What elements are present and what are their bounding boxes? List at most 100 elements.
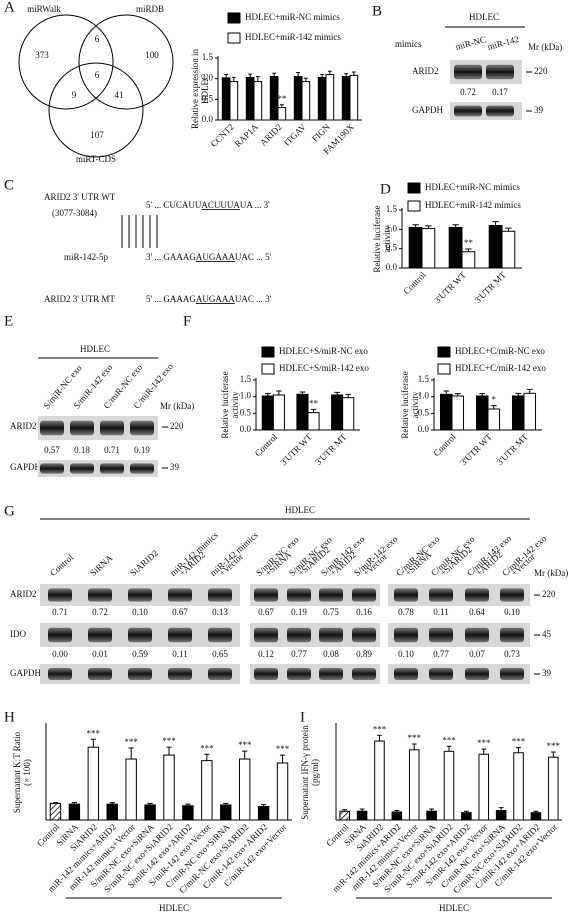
error-bar bbox=[320, 74, 325, 78]
y-axis-label: Relative expression in bbox=[190, 49, 200, 129]
error-bar bbox=[147, 802, 153, 805]
significance: *** bbox=[276, 744, 290, 754]
bar bbox=[257, 806, 270, 821]
x-tick-label: Control bbox=[253, 431, 280, 458]
blot-band bbox=[429, 668, 453, 680]
bar bbox=[408, 749, 420, 821]
error-bar bbox=[279, 754, 286, 763]
venn-count: 6 bbox=[95, 34, 100, 44]
bar bbox=[530, 812, 542, 821]
row-label: ARID2 bbox=[10, 421, 37, 431]
bar bbox=[342, 397, 355, 431]
bar bbox=[201, 760, 213, 821]
bar bbox=[87, 746, 100, 821]
blot-band bbox=[168, 588, 192, 602]
error-bar bbox=[327, 70, 332, 75]
blot-band bbox=[394, 588, 418, 602]
venn-count: 100 bbox=[145, 50, 159, 60]
blot-band bbox=[70, 463, 94, 474]
blot-header: HDLEC bbox=[285, 505, 315, 515]
blot-band bbox=[128, 668, 152, 680]
bar bbox=[501, 230, 516, 269]
row-label: GAPDH bbox=[412, 105, 444, 115]
blot-band bbox=[429, 627, 453, 643]
blot-band bbox=[429, 588, 453, 602]
ratio: 0.71 bbox=[52, 607, 68, 617]
bar bbox=[49, 802, 62, 821]
blot-band bbox=[168, 627, 192, 643]
error-bar bbox=[516, 747, 521, 753]
seq-part: ACUUUA bbox=[201, 200, 240, 210]
blot-band bbox=[254, 668, 278, 680]
error-bar bbox=[310, 408, 317, 413]
blot-band bbox=[254, 588, 278, 602]
error-bar bbox=[344, 73, 349, 77]
x-axis-label: HDLEC bbox=[159, 903, 189, 913]
x-tick-label: 3'UTR WT bbox=[278, 431, 314, 467]
ratio: 0.72 bbox=[460, 87, 476, 97]
y-axis-label: activity bbox=[230, 391, 240, 418]
y-axis-label: Relative luciferase bbox=[372, 205, 382, 272]
bar bbox=[349, 74, 359, 121]
panel-letter: G bbox=[4, 503, 15, 519]
venn-count: 107 bbox=[90, 130, 104, 140]
ratio: 0.10 bbox=[132, 607, 148, 617]
blot-band bbox=[254, 627, 278, 643]
bar bbox=[331, 394, 344, 431]
panel-letter: H bbox=[4, 709, 15, 725]
error-bar bbox=[90, 738, 96, 748]
bar bbox=[277, 107, 287, 121]
lane-label: miR-NC bbox=[454, 34, 487, 52]
blot-band bbox=[319, 627, 343, 643]
legend-label: HDLEC+C/miR-142 exo bbox=[455, 363, 546, 373]
blot-band bbox=[70, 420, 94, 436]
ratio: 0.10 bbox=[398, 649, 414, 659]
x-tick-label: 3'UTR MT bbox=[495, 431, 531, 467]
venn-count: 6 bbox=[95, 70, 100, 80]
blot-band bbox=[208, 668, 232, 680]
ratio: 0.89 bbox=[356, 649, 372, 659]
seq-part: UAC ... 5' bbox=[235, 252, 272, 262]
bar bbox=[341, 76, 351, 121]
x-tick-label: RAP1A bbox=[233, 121, 261, 149]
bar bbox=[229, 81, 239, 121]
significance: *** bbox=[512, 737, 526, 747]
blot-band bbox=[394, 668, 418, 680]
significance: *** bbox=[547, 741, 561, 751]
row-label: ARID2 bbox=[412, 66, 439, 76]
seq-part: 3' ... GAAAG bbox=[146, 252, 196, 262]
blot-band bbox=[319, 588, 343, 602]
bar bbox=[296, 393, 309, 431]
sequence-bars bbox=[121, 215, 158, 248]
blot-band bbox=[287, 668, 311, 680]
blot-band bbox=[486, 64, 514, 80]
ratio: 0.64 bbox=[469, 607, 485, 617]
ratio: 0.12 bbox=[258, 649, 274, 659]
significance: * bbox=[492, 395, 497, 405]
bar bbox=[374, 740, 385, 821]
legend-swatch bbox=[407, 182, 421, 194]
bar bbox=[439, 393, 453, 431]
ratio: 0.57 bbox=[44, 445, 60, 455]
x-tick-label: CCNT2 bbox=[209, 122, 236, 149]
seq-part: UA ... 3' bbox=[240, 200, 270, 210]
error-bar bbox=[248, 73, 253, 78]
blot-band bbox=[48, 588, 72, 602]
error-bar bbox=[377, 734, 382, 742]
error-bar bbox=[429, 808, 435, 812]
significance: ** bbox=[277, 94, 287, 104]
ratio: 0.11 bbox=[433, 607, 448, 617]
y-axis-label: HDLEC bbox=[200, 74, 210, 104]
blot-band bbox=[454, 64, 482, 80]
venn-count: 373 bbox=[35, 50, 49, 60]
blot-band bbox=[40, 420, 64, 436]
ratio: 0.77 bbox=[433, 649, 449, 659]
error-bar bbox=[515, 392, 522, 396]
error-bar bbox=[550, 751, 556, 758]
bar bbox=[301, 81, 311, 121]
y-tick-label: 1.0 bbox=[202, 73, 214, 83]
y-axis-label: activity bbox=[382, 225, 392, 252]
error-bar bbox=[345, 393, 351, 398]
blot-strip bbox=[38, 460, 158, 477]
